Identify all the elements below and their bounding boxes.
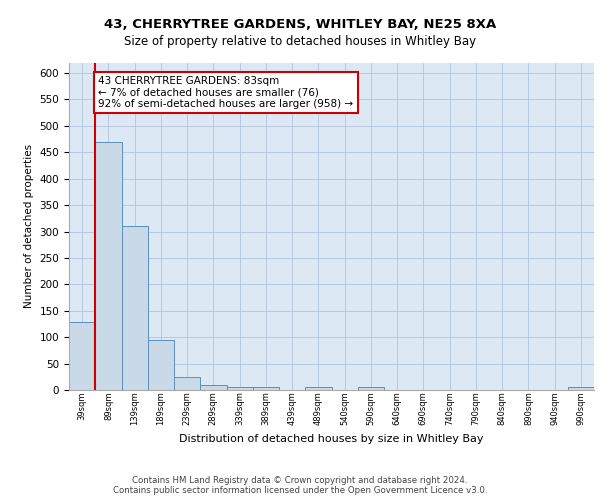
Text: Contains HM Land Registry data © Crown copyright and database right 2024.
Contai: Contains HM Land Registry data © Crown c… [113,476,487,495]
Bar [227,388,253,390]
Bar [95,142,121,390]
Bar [121,226,148,390]
Bar [69,322,95,390]
Bar [358,388,384,390]
Bar [305,388,331,390]
Bar [568,388,594,390]
X-axis label: Distribution of detached houses by size in Whitley Bay: Distribution of detached houses by size … [179,434,484,444]
Bar [253,388,279,390]
Bar [200,384,227,390]
Bar [148,340,174,390]
Bar [174,377,200,390]
Text: 43, CHERRYTREE GARDENS, WHITLEY BAY, NE25 8XA: 43, CHERRYTREE GARDENS, WHITLEY BAY, NE2… [104,18,496,30]
Text: Size of property relative to detached houses in Whitley Bay: Size of property relative to detached ho… [124,35,476,48]
Y-axis label: Number of detached properties: Number of detached properties [24,144,34,308]
Text: 43 CHERRYTREE GARDENS: 83sqm
← 7% of detached houses are smaller (76)
92% of sem: 43 CHERRYTREE GARDENS: 83sqm ← 7% of det… [98,76,353,109]
